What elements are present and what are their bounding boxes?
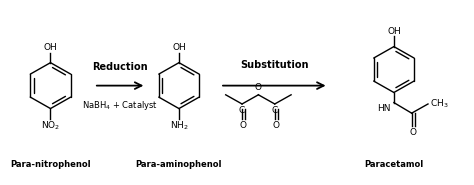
Text: Reduction: Reduction	[92, 62, 148, 72]
Text: OH: OH	[387, 27, 401, 36]
Text: O: O	[410, 128, 417, 137]
Text: CH$_3$: CH$_3$	[430, 98, 448, 110]
Text: NaBH$_4$ + Catalyst: NaBH$_4$ + Catalyst	[82, 99, 158, 112]
Text: HN: HN	[377, 105, 390, 113]
Text: Substitution: Substitution	[240, 60, 309, 70]
Text: Paracetamol: Paracetamol	[364, 160, 423, 169]
Text: NO$_2$: NO$_2$	[41, 120, 60, 132]
Text: O: O	[255, 83, 262, 92]
Text: OH: OH	[172, 43, 186, 52]
Text: Para-nitrophenol: Para-nitrophenol	[10, 160, 91, 169]
Text: Para-aminophenol: Para-aminophenol	[136, 160, 222, 169]
Text: C: C	[272, 106, 278, 115]
Text: C: C	[239, 106, 245, 115]
Text: OH: OH	[44, 43, 57, 52]
Text: O: O	[240, 120, 247, 130]
Text: O: O	[273, 120, 280, 130]
Text: NH$_2$: NH$_2$	[170, 120, 188, 132]
